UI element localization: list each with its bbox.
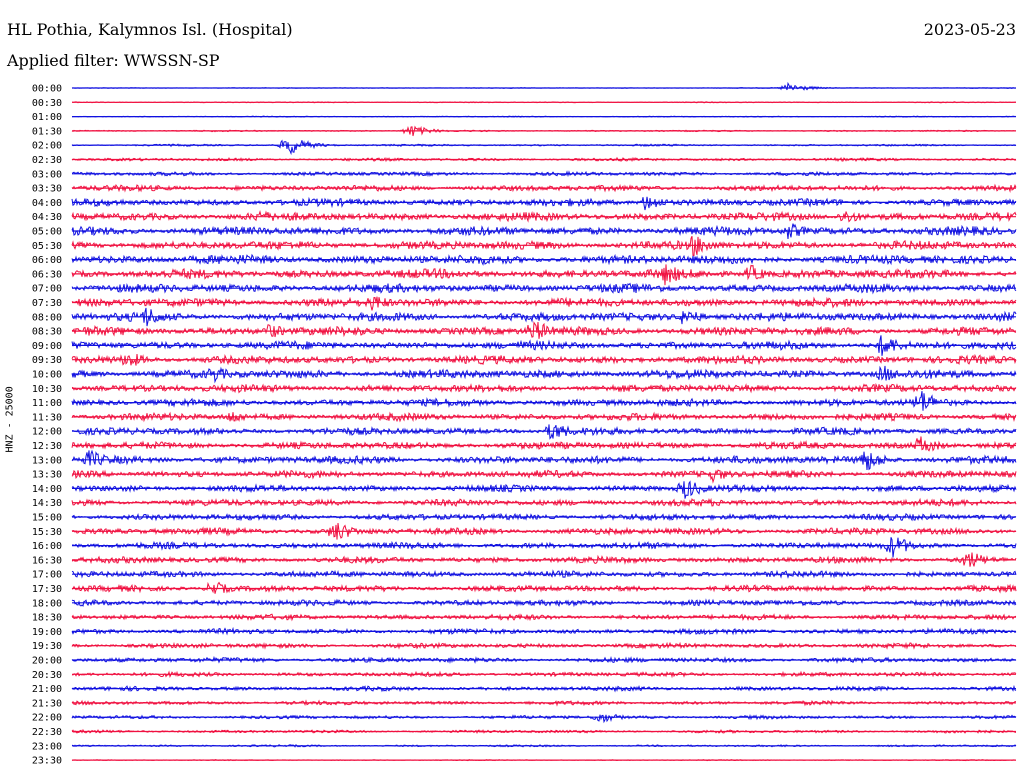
time-tick-label: 05:00: [32, 227, 62, 238]
time-tick-label: 16:30: [32, 555, 62, 566]
time-tick-label: 15:30: [32, 527, 62, 538]
trace-row-1330: [71, 469, 1017, 484]
time-tick-label: 19:30: [32, 641, 62, 652]
time-tick-label: 01:00: [32, 112, 62, 123]
trace-row-1600: [72, 537, 1017, 558]
time-tick-label: 15:00: [32, 513, 62, 524]
time-tick-label: 22:30: [32, 727, 62, 738]
trace-row-1700: [71, 569, 1017, 579]
time-tick-label: 06:30: [32, 269, 62, 280]
trace-row-0600: [71, 253, 1017, 266]
time-tick-label: 18:30: [32, 613, 62, 624]
time-tick-label: 14:30: [32, 498, 62, 509]
trace-row-1100: [71, 391, 1017, 411]
time-tick-label: 00:00: [32, 84, 62, 95]
time-tick-label: 08:00: [32, 312, 62, 323]
time-tick-label: 23:00: [32, 741, 62, 752]
time-tick-label: 01:30: [32, 126, 62, 137]
trace-row-1400: [71, 480, 1017, 499]
trace-row-0730: [71, 296, 1017, 311]
record-date: 2023-05-23: [923, 20, 1016, 39]
time-tick-label: 06:00: [32, 255, 62, 266]
time-tick-label: 16:00: [32, 541, 62, 552]
time-tick-layer: 00:00 00:30 01:00 01:30 02:00 02:30 03:00 03:30…: [32, 84, 62, 767]
time-tick-label: 09:30: [32, 355, 62, 366]
time-tick-label: 02:30: [32, 155, 62, 166]
trace-row-0630: [71, 264, 1017, 286]
time-tick-label: 04:00: [32, 198, 62, 209]
time-tick-label: 21:30: [32, 698, 62, 709]
trace-row-0830: [71, 321, 1017, 339]
time-tick-label: 17:30: [32, 584, 62, 595]
time-tick-label: 12:30: [32, 441, 62, 452]
time-tick-label: 05:30: [32, 241, 62, 252]
trace-row-1530: [71, 522, 1017, 540]
time-tick-label: 21:00: [32, 684, 62, 695]
trace-row-0530: [71, 235, 1017, 257]
trace-row-0930: [71, 353, 1017, 366]
time-tick-label: 09:00: [32, 341, 62, 352]
trace-layer: [71, 81, 1017, 762]
trace-row-0000: [71, 81, 1017, 91]
time-tick-label: 00:30: [32, 98, 62, 109]
time-tick-label: 19:00: [32, 627, 62, 638]
time-tick-label: 22:00: [32, 713, 62, 724]
time-tick-label: 23:30: [32, 756, 62, 767]
time-tick-label: 20:00: [32, 656, 62, 667]
time-tick-label: 11:00: [32, 398, 62, 409]
time-tick-label: 02:00: [32, 141, 62, 152]
trace-row-2200: [71, 713, 1017, 724]
trace-row-0400: [71, 196, 1017, 211]
time-tick-label: 03:30: [32, 184, 62, 195]
station-title: HL Pothia, Kalymnos Isl. (Hospital): [7, 20, 293, 39]
time-tick-label: 18:00: [32, 598, 62, 609]
time-tick-label: 04:30: [32, 212, 62, 223]
trace-row-0200: [71, 139, 1017, 156]
time-tick-label: 14:00: [32, 484, 62, 495]
time-tick-label: 08:30: [32, 327, 62, 338]
time-tick-label: 10:30: [32, 384, 62, 395]
time-tick-label: 03:00: [32, 169, 62, 180]
time-tick-label: 17:00: [32, 570, 62, 581]
trace-row-1230: [71, 436, 1017, 452]
time-tick-label: 12:00: [32, 427, 62, 438]
trace-row-1000: [71, 365, 1017, 384]
time-tick-label: 07:30: [32, 298, 62, 309]
trace-row-1200: [71, 424, 1017, 440]
time-tick-label: 13:30: [32, 470, 62, 481]
time-tick-label: 10:00: [32, 370, 62, 381]
time-tick-label: 11:30: [32, 412, 62, 423]
time-tick-label: 20:30: [32, 670, 62, 681]
filter-label: Applied filter: WWSSN-SP: [7, 51, 220, 70]
time-tick-label: 13:00: [32, 455, 62, 466]
time-tick-label: 07:00: [32, 284, 62, 295]
